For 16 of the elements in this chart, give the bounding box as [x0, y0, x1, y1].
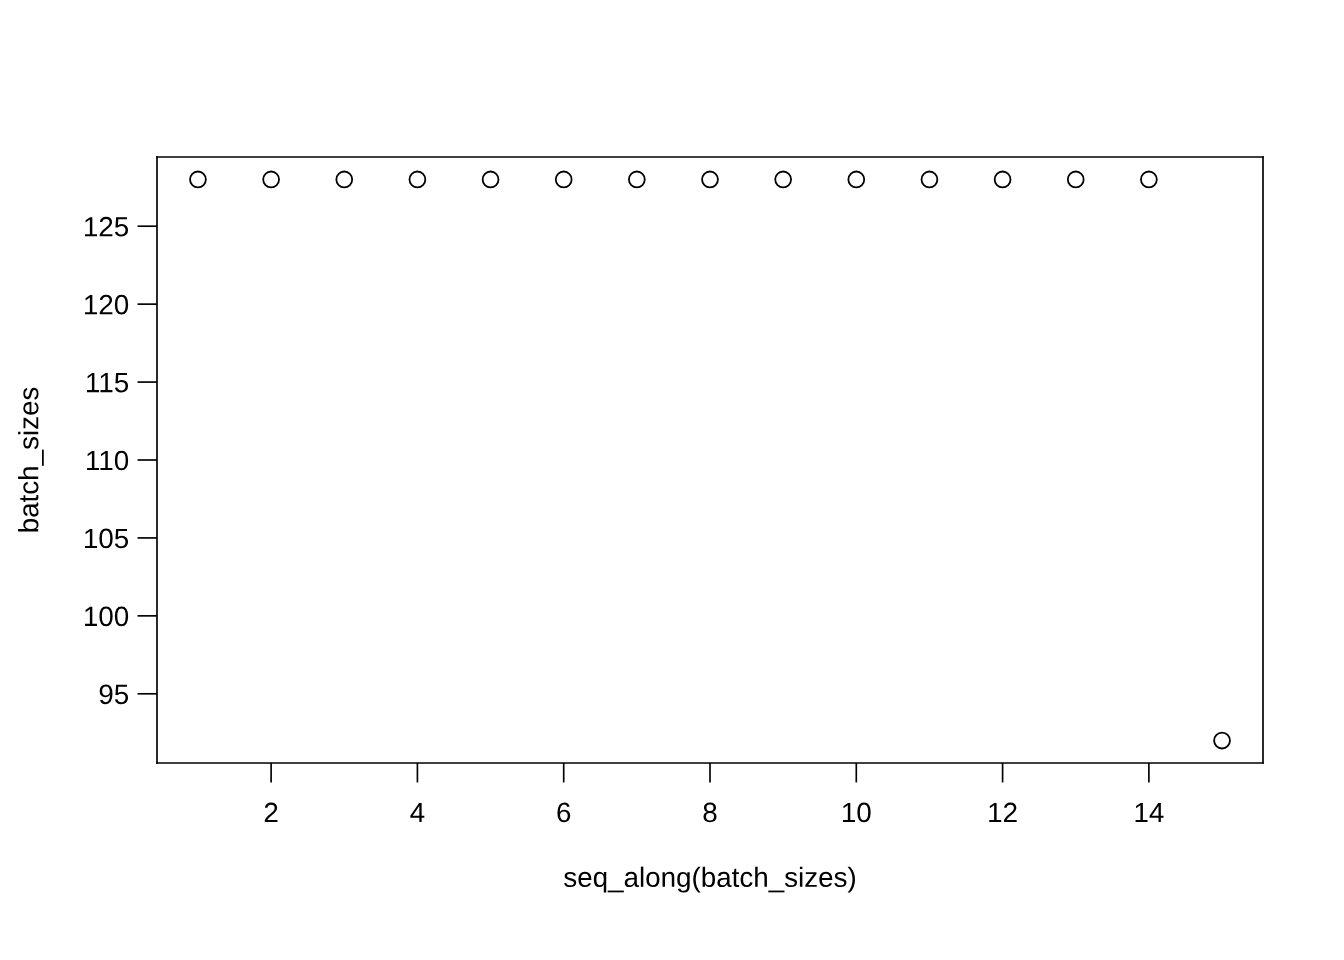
- y-tick-label: 100: [85, 606, 129, 627]
- x-tick-label: 6: [557, 802, 571, 823]
- x-tick-label: 4: [410, 802, 425, 823]
- x-tick-label: 2: [264, 802, 278, 823]
- x-axis-title: seq_along(batch_sizes): [564, 866, 855, 893]
- y-tick-label: 125: [85, 216, 129, 237]
- x-tick-label: 12: [989, 802, 1017, 823]
- y-axis-title: batch_sizes: [18, 387, 44, 532]
- y-tick-label: 105: [85, 528, 129, 549]
- y-tick-label: 95: [99, 684, 129, 705]
- y-tick-label: 120: [85, 294, 129, 315]
- x-tick-label: 8: [703, 802, 717, 823]
- y-tick-label: 115: [87, 373, 129, 393]
- y-tick-label: 110: [87, 450, 129, 471]
- x-tick-label: 14: [1135, 802, 1164, 823]
- x-tick-label: 10: [842, 802, 871, 823]
